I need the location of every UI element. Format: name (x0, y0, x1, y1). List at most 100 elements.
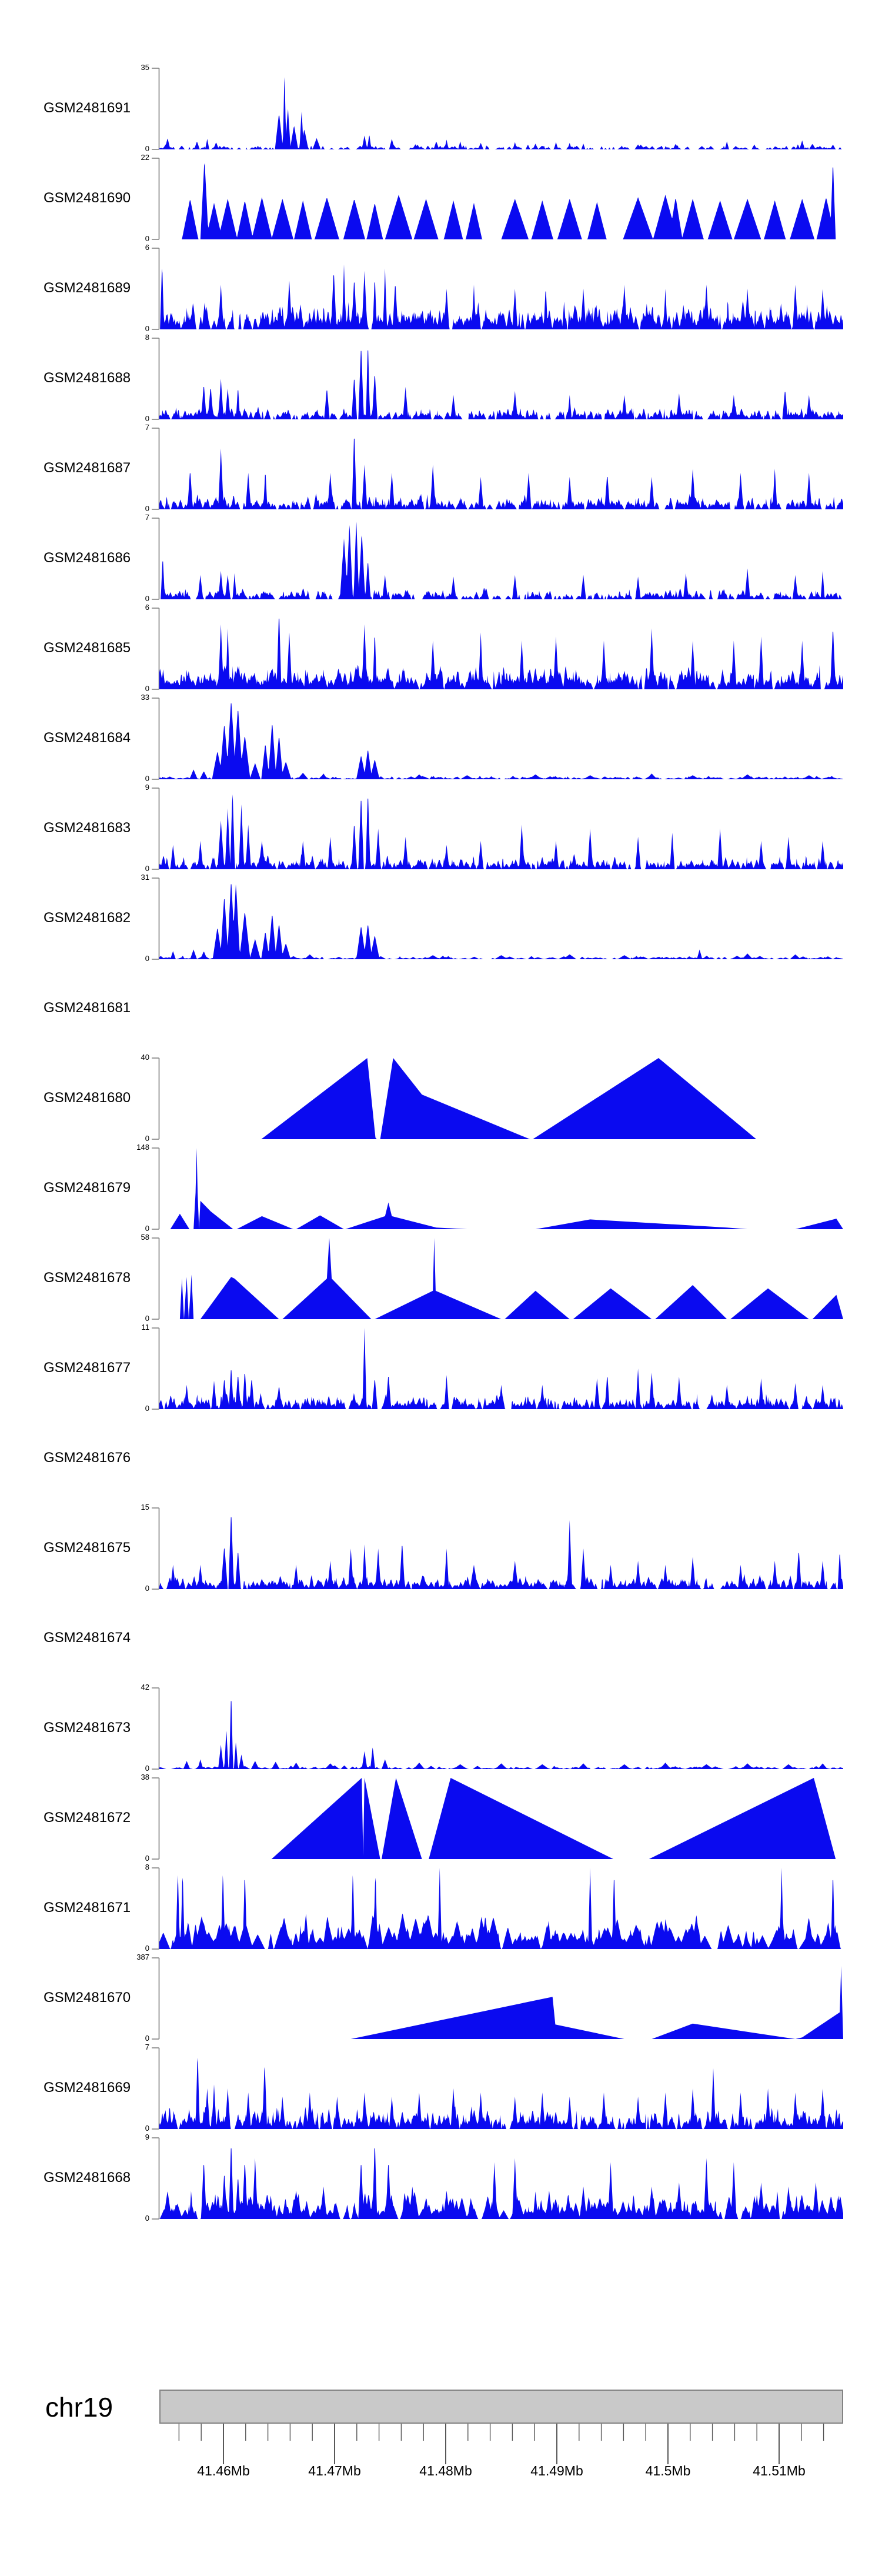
y-axis-zero-label: 0 (145, 1404, 149, 1413)
y-axis-zero-label: 0 (145, 774, 149, 783)
y-axis (152, 2047, 160, 2130)
y-axis-max-label: 387 (136, 1953, 149, 1961)
y-axis-zero-label: 0 (145, 1314, 149, 1323)
track-row-GSM2481688: GSM2481688 8 0 (0, 333, 882, 423)
y-axis-zero-label: 0 (145, 1764, 149, 1773)
track-label: GSM2481671 (44, 1900, 131, 1916)
ruler-label: 41.51Mb (753, 2463, 806, 2478)
track-label: GSM2481687 (44, 460, 131, 476)
ruler-label: 41.47Mb (308, 2463, 361, 2478)
y-axis (152, 1777, 160, 1860)
track-row-GSM2481676: GSM2481676 (0, 1417, 882, 1499)
track-label: GSM2481690 (44, 190, 131, 206)
track-label: GSM2481688 (44, 370, 131, 386)
y-axis (152, 1957, 160, 2040)
track-label: GSM2481668 (44, 2170, 131, 2185)
y-axis-max-label: 8 (145, 333, 149, 342)
coverage-area (159, 1238, 843, 1319)
track-row-GSM2481669: GSM2481669 7 0 (0, 2043, 882, 2133)
y-axis (152, 338, 160, 420)
track-row-GSM2481684: GSM2481684 33 0 (0, 693, 882, 783)
track-row-GSM2481690: GSM2481690 22 0 (0, 154, 882, 243)
ruler-label: 41.46Mb (197, 2463, 250, 2478)
coverage-area (159, 522, 843, 599)
y-axis-zero-label: 0 (145, 2124, 149, 2133)
ruler-label: 41.48Mb (419, 2463, 472, 2478)
y-axis-zero-label: 0 (145, 684, 149, 693)
y-axis-max-label: 40 (141, 1053, 149, 1062)
track-label: GSM2481673 (44, 1720, 131, 1736)
track-row-GSM2481678: GSM2481678 58 0 (0, 1233, 882, 1323)
track-row-GSM2481683: GSM2481683 9 0 (0, 783, 882, 873)
y-axis (152, 1237, 160, 1320)
coverage-area (159, 884, 843, 959)
y-axis-zero-label: 0 (145, 2214, 149, 2223)
y-axis-zero-label: 0 (145, 504, 149, 513)
coverage-area (159, 350, 843, 419)
y-axis-zero-label: 0 (145, 144, 149, 153)
y-axis-max-label: 6 (145, 243, 149, 252)
track-row-GSM2481685: GSM2481685 6 0 (0, 603, 882, 693)
y-axis (152, 68, 160, 150)
track-row-GSM2481686: GSM2481686 7 0 (0, 513, 882, 603)
coverage-plot (152, 2047, 843, 2130)
y-axis-max-label: 38 (141, 1773, 149, 1781)
y-axis (152, 1507, 160, 1590)
y-axis (152, 1147, 160, 1230)
coverage-plot (152, 1507, 843, 1590)
coverage-area (159, 618, 843, 689)
coverage-area (159, 77, 843, 149)
track-label: GSM2481678 (44, 1270, 131, 1286)
y-axis-zero-label: 0 (145, 234, 149, 243)
coverage-plot (152, 1147, 843, 1230)
y-axis-max-label: 58 (141, 1233, 149, 1242)
y-axis (152, 698, 160, 780)
y-axis-zero-label: 0 (145, 1134, 149, 1143)
y-axis (152, 1057, 160, 1140)
coverage-area (159, 1058, 843, 1139)
coverage-area (159, 703, 843, 779)
coverage-plot (152, 1237, 843, 1320)
track-label: GSM2481669 (44, 2080, 131, 2095)
track-row-GSM2481668: GSM2481668 9 0 (0, 2133, 882, 2223)
track-label: GSM2481683 (44, 820, 131, 836)
coverage-plot (152, 1327, 843, 1410)
track-label: GSM2481675 (44, 1540, 131, 1556)
coverage-plot (152, 1777, 843, 1860)
track-row-GSM2481689: GSM2481689 6 0 (0, 243, 882, 333)
track-row-GSM2481679: GSM2481679 148 0 (0, 1143, 882, 1233)
coverage-plot (152, 788, 843, 870)
track-row-GSM2481691: GSM2481691 35 0 (0, 64, 882, 153)
chromosome-ideogram (159, 2390, 843, 2424)
y-axis-max-label: 11 (141, 1323, 150, 1332)
track-row-GSM2481671: GSM2481671 8 0 (0, 1863, 882, 1953)
ruler-label: 41.5Mb (645, 2463, 691, 2478)
track-row-GSM2481670: GSM2481670 387 0 (0, 1953, 882, 2043)
y-axis (152, 1327, 160, 1410)
track-row-GSM2481680: GSM2481680 40 0 (0, 1053, 882, 1143)
track-label: GSM2481684 (44, 730, 131, 746)
y-axis-max-label: 35 (141, 63, 149, 72)
coverage-area (159, 438, 843, 509)
coverage-area (159, 264, 843, 329)
coverage-area (159, 794, 843, 869)
track-row-GSM2481675: GSM2481675 15 0 (0, 1503, 882, 1593)
coverage-plot (152, 428, 843, 510)
coverage-plot (152, 1687, 843, 1770)
track-row-GSM2481682: GSM2481682 31 0 (0, 873, 882, 963)
coverage-area (159, 2057, 843, 2129)
y-axis-max-label: 148 (136, 1143, 149, 1152)
y-axis-max-label: 7 (145, 2043, 149, 2051)
y-axis-zero-label: 0 (145, 1224, 149, 1233)
coverage-area (159, 1778, 843, 1859)
coverage-plot (152, 608, 843, 690)
y-axis (152, 788, 160, 870)
y-axis-max-label: 6 (145, 603, 149, 612)
track-label: GSM2481686 (44, 550, 131, 566)
ruler-label: 41.49Mb (530, 2463, 583, 2478)
track-row-GSM2481672: GSM2481672 38 0 (0, 1773, 882, 1863)
coverage-area (159, 1966, 843, 2039)
y-axis-max-label: 9 (145, 2133, 149, 2141)
track-row-GSM2481674: GSM2481674 (0, 1597, 882, 1679)
